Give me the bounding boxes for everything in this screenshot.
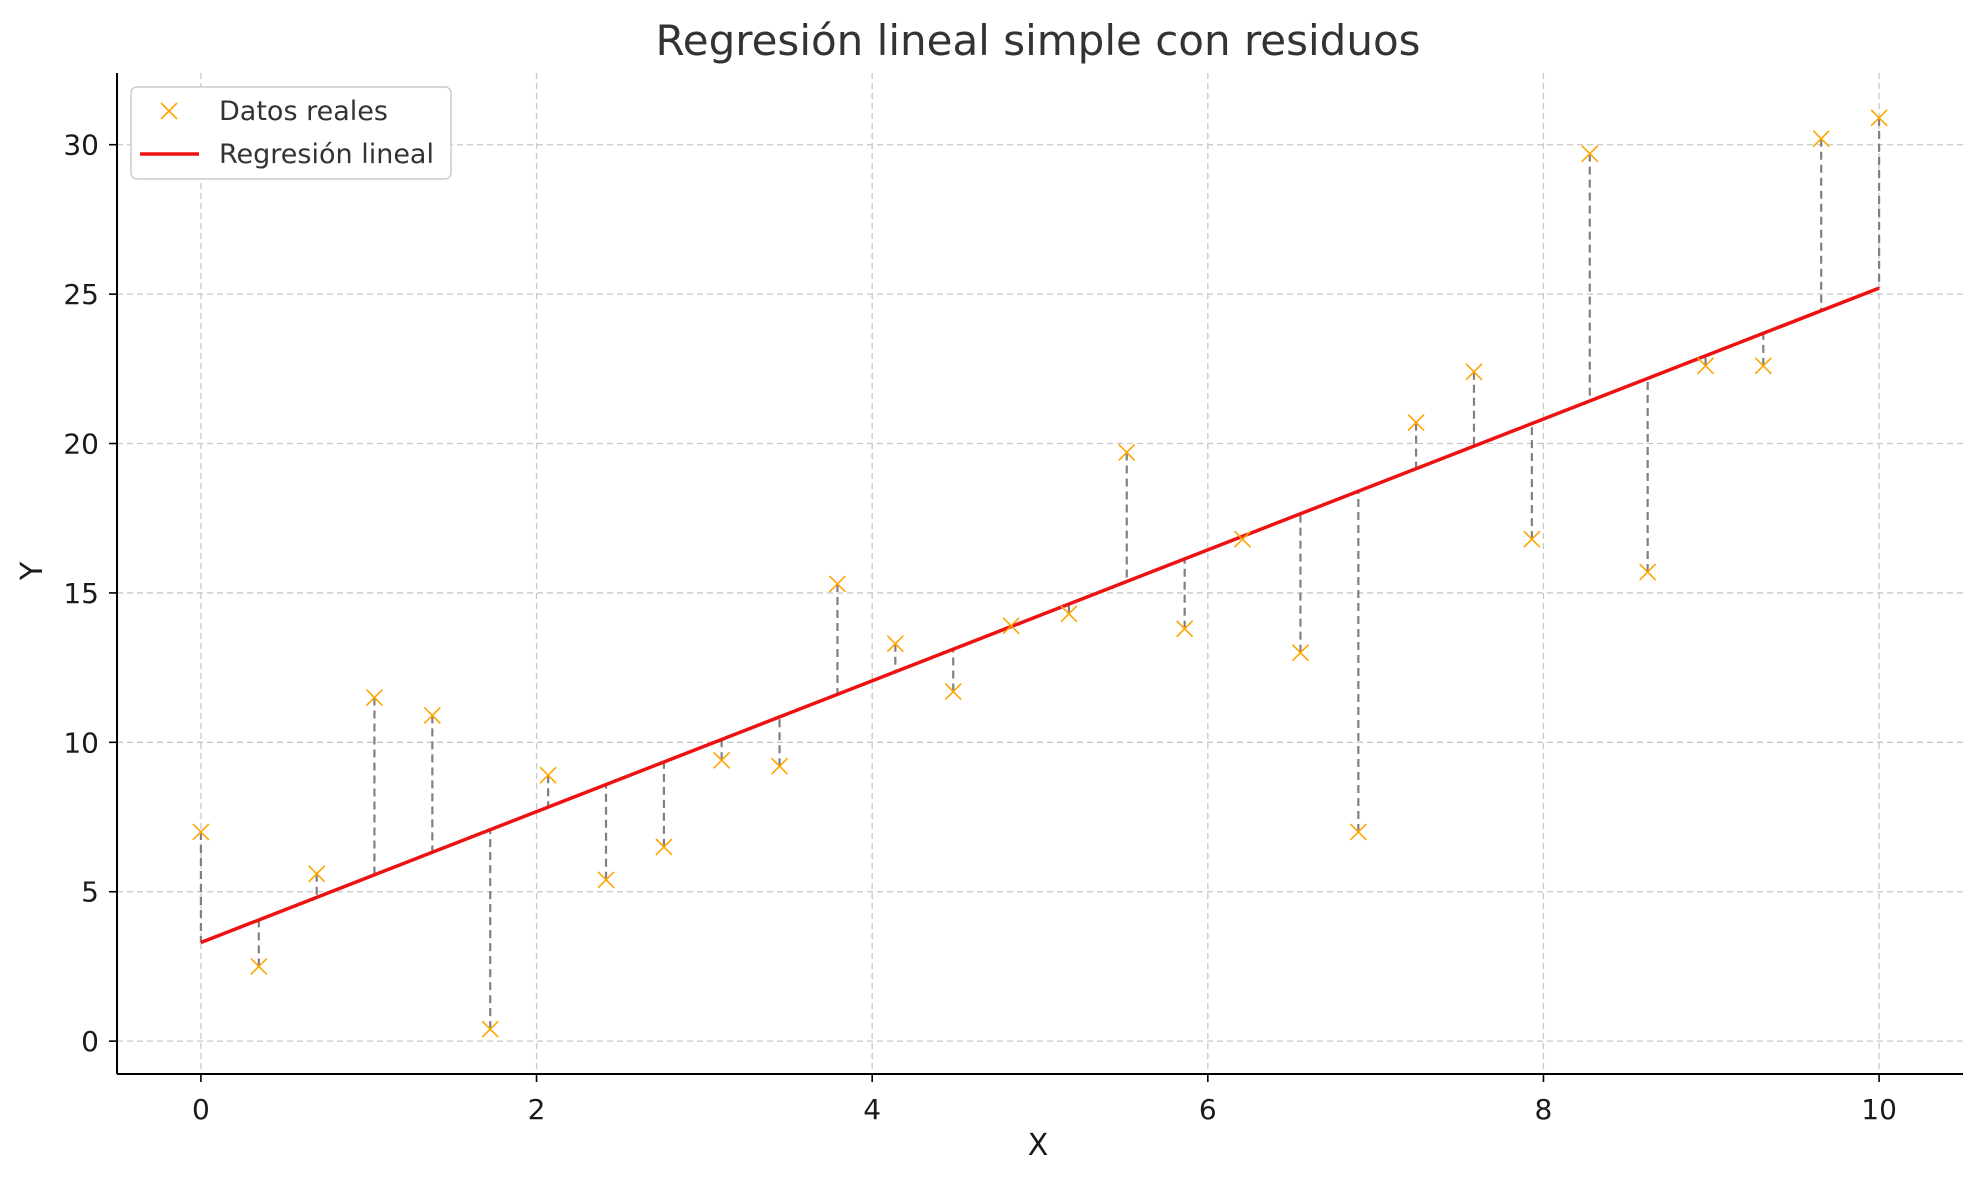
y-tick-label-5: 5 [81,876,99,909]
chart-title: Regresión lineal simple con residuos [655,16,1420,65]
regression-line-layer [200,286,1880,945]
data-point [713,751,731,769]
data-point [1407,414,1425,432]
y-tick-label-15: 15 [63,577,99,610]
data-point [250,957,268,975]
data-point [886,635,904,653]
data-point [1176,620,1194,638]
data-point [481,1020,499,1038]
x-tick-label-6: 6 [1199,1093,1217,1126]
data-point [1581,145,1599,163]
data-point [308,865,326,883]
y-tick-label-20: 20 [63,428,99,461]
x-tick-label-0: 0 [192,1093,210,1126]
data-point [1465,363,1483,381]
legend-marker-datos-reales [160,102,178,120]
data-point [365,688,383,707]
x-tick-label-4: 4 [863,1093,881,1126]
data-point [1870,109,1888,127]
y-tick-label-25: 25 [63,278,99,311]
data-point [1233,530,1252,548]
data-point [1349,823,1367,841]
legend: Datos reales Regresión lineal [130,86,452,180]
y-axis-label: Y [15,561,50,581]
data-point [1754,357,1772,375]
data-point [597,871,615,889]
data-point [1002,617,1020,635]
data-point [1812,130,1830,148]
grid [117,73,1963,1074]
x-tick-label-10: 10 [1861,1093,1897,1126]
x-tick-label-8: 8 [1535,1093,1553,1126]
data-points [192,109,1888,1038]
data-point [1060,605,1078,623]
data-point [1291,644,1310,662]
data-point [1639,563,1657,581]
data-point [1118,443,1136,462]
data-point [828,575,847,593]
ticks: 0 2 4 6 8 10 0 5 10 15 20 25 30 [63,129,1897,1126]
y-tick-label-30: 30 [63,129,99,162]
axes [116,73,1963,1075]
data-point [1697,357,1715,375]
data-point [539,766,557,784]
data-point [192,823,210,841]
legend-label-regresion-lineal: Regresión lineal [219,139,434,170]
y-tick-label-10: 10 [63,726,99,759]
x-tick-label-2: 2 [528,1093,546,1126]
data-point [770,757,789,775]
y-tick-label-0: 0 [81,1025,99,1058]
data-point [655,838,673,856]
regression-line [200,286,1880,945]
residuals [199,117,1881,1030]
data-point [1523,530,1541,548]
legend-label-datos-reales: Datos reales [219,96,388,127]
data-point [944,682,962,701]
x-axis-label: X [1028,1128,1049,1163]
legend-box [130,86,452,180]
data-point [423,706,441,724]
